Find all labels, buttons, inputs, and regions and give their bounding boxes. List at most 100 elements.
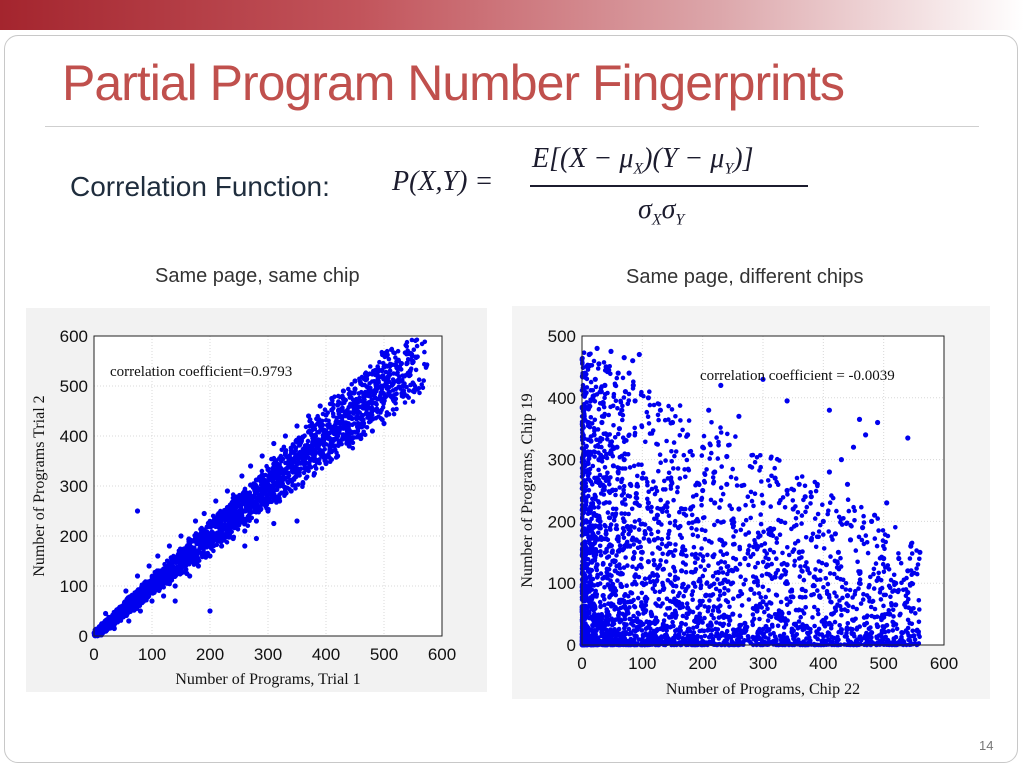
data-point [386, 371, 392, 377]
data-point [690, 570, 696, 575]
data-point [305, 438, 311, 444]
data-point [702, 567, 708, 573]
data-point [803, 535, 809, 540]
data-point [255, 507, 261, 513]
data-point [230, 522, 236, 527]
data-point [830, 495, 836, 501]
data-point [759, 479, 764, 484]
data-point [690, 520, 695, 525]
data-point [826, 407, 832, 413]
data-point [605, 510, 611, 515]
data-point [243, 507, 249, 513]
data-point [259, 485, 265, 491]
data-point [672, 523, 678, 528]
data-point [608, 522, 614, 527]
formula-denominator: σXσY [638, 194, 685, 229]
data-point [627, 465, 633, 470]
data-point [690, 597, 695, 602]
data-point [361, 393, 366, 398]
data-point [690, 532, 696, 538]
data-point [356, 433, 362, 438]
data-point [300, 446, 306, 452]
y-tick-label: 200 [548, 512, 576, 531]
data-point [236, 503, 242, 508]
data-point [145, 584, 151, 590]
data-point [605, 470, 610, 476]
x-tick-label: 600 [428, 645, 456, 664]
data-point [123, 588, 129, 594]
data-point [780, 495, 786, 500]
data-point [907, 583, 913, 588]
data-point [606, 412, 611, 418]
data-point [699, 453, 705, 458]
data-point [917, 607, 922, 612]
data-point [393, 386, 399, 392]
data-point [733, 565, 738, 571]
data-point [750, 606, 756, 611]
data-point [588, 415, 594, 420]
data-point [255, 484, 260, 490]
data-point [704, 581, 709, 586]
data-point [224, 488, 230, 494]
data-point [333, 455, 339, 460]
data-point [714, 435, 719, 440]
data-point [146, 563, 152, 569]
data-point [601, 360, 607, 365]
data-point [711, 615, 716, 621]
data-point [350, 445, 356, 451]
x-tick-label: 500 [869, 654, 897, 673]
data-point [664, 596, 670, 602]
data-point [856, 416, 863, 422]
data-point [184, 546, 190, 551]
data-point [164, 558, 170, 564]
y-tick-label: 600 [60, 327, 88, 346]
data-point [315, 413, 321, 419]
data-point [677, 590, 682, 596]
data-point [342, 409, 348, 414]
data-point [419, 341, 425, 347]
data-point [861, 513, 866, 519]
data-point [725, 564, 731, 569]
data-point [891, 614, 896, 619]
data-point [679, 568, 685, 574]
data-point [645, 559, 651, 565]
data-point [298, 466, 304, 471]
data-point [596, 450, 601, 455]
x-tick-label: 400 [312, 645, 340, 664]
data-point [393, 355, 398, 360]
data-point [208, 531, 213, 536]
data-point [290, 483, 295, 488]
data-point [808, 490, 813, 495]
data-point [745, 551, 751, 556]
data-point [610, 463, 616, 469]
data-point [592, 454, 597, 459]
data-point [317, 423, 323, 429]
data-point [103, 610, 109, 617]
data-point [813, 567, 818, 572]
data-point [416, 377, 422, 382]
data-point [633, 495, 639, 500]
data-point [321, 429, 327, 435]
data-point [590, 393, 596, 399]
data-point [632, 604, 638, 610]
data-point [274, 471, 280, 476]
data-point [859, 537, 865, 543]
data-point [618, 617, 623, 622]
data-point [850, 595, 855, 600]
data-point [186, 561, 192, 567]
data-point [133, 594, 139, 599]
data-point [378, 416, 384, 421]
data-point [903, 593, 909, 599]
data-point [271, 440, 277, 447]
data-point [283, 448, 289, 453]
formula-numerator: E[(X − μX)(Y − μY)] [532, 143, 754, 178]
data-point [332, 443, 338, 449]
data-point [388, 361, 393, 367]
data-point [242, 543, 248, 549]
data-point [669, 449, 674, 454]
data-point [369, 405, 375, 410]
data-point [726, 588, 731, 593]
data-point [225, 534, 230, 539]
data-point [386, 390, 391, 396]
data-point [733, 529, 739, 534]
